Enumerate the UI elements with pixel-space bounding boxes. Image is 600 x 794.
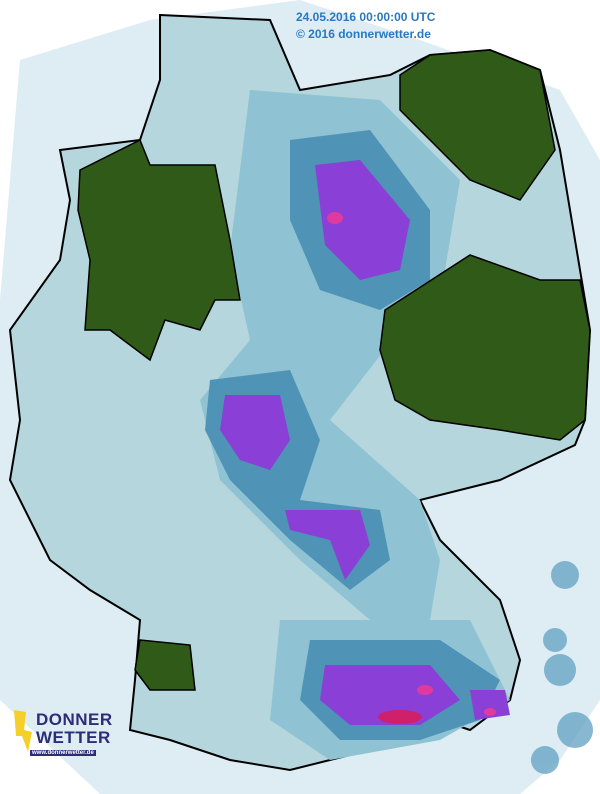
donnerwetter-logo: DONNER WETTER www.donnerwetter.de — [8, 708, 112, 764]
lightning-icon — [14, 710, 32, 752]
logo-line1: DONNER — [36, 710, 113, 729]
copyright-label: © 2016 donnerwetter.de — [296, 27, 431, 41]
logo-line2: WETTER — [36, 728, 111, 747]
logo-url: www.donnerwetter.de — [30, 750, 96, 756]
east-rain-cells — [531, 561, 593, 774]
heavy-rain — [220, 160, 510, 725]
no-rain-areas — [77, 49, 591, 691]
timestamp-label: 24.05.2016 00:00:00 UTC — [296, 10, 436, 24]
extreme-rain — [327, 212, 496, 724]
